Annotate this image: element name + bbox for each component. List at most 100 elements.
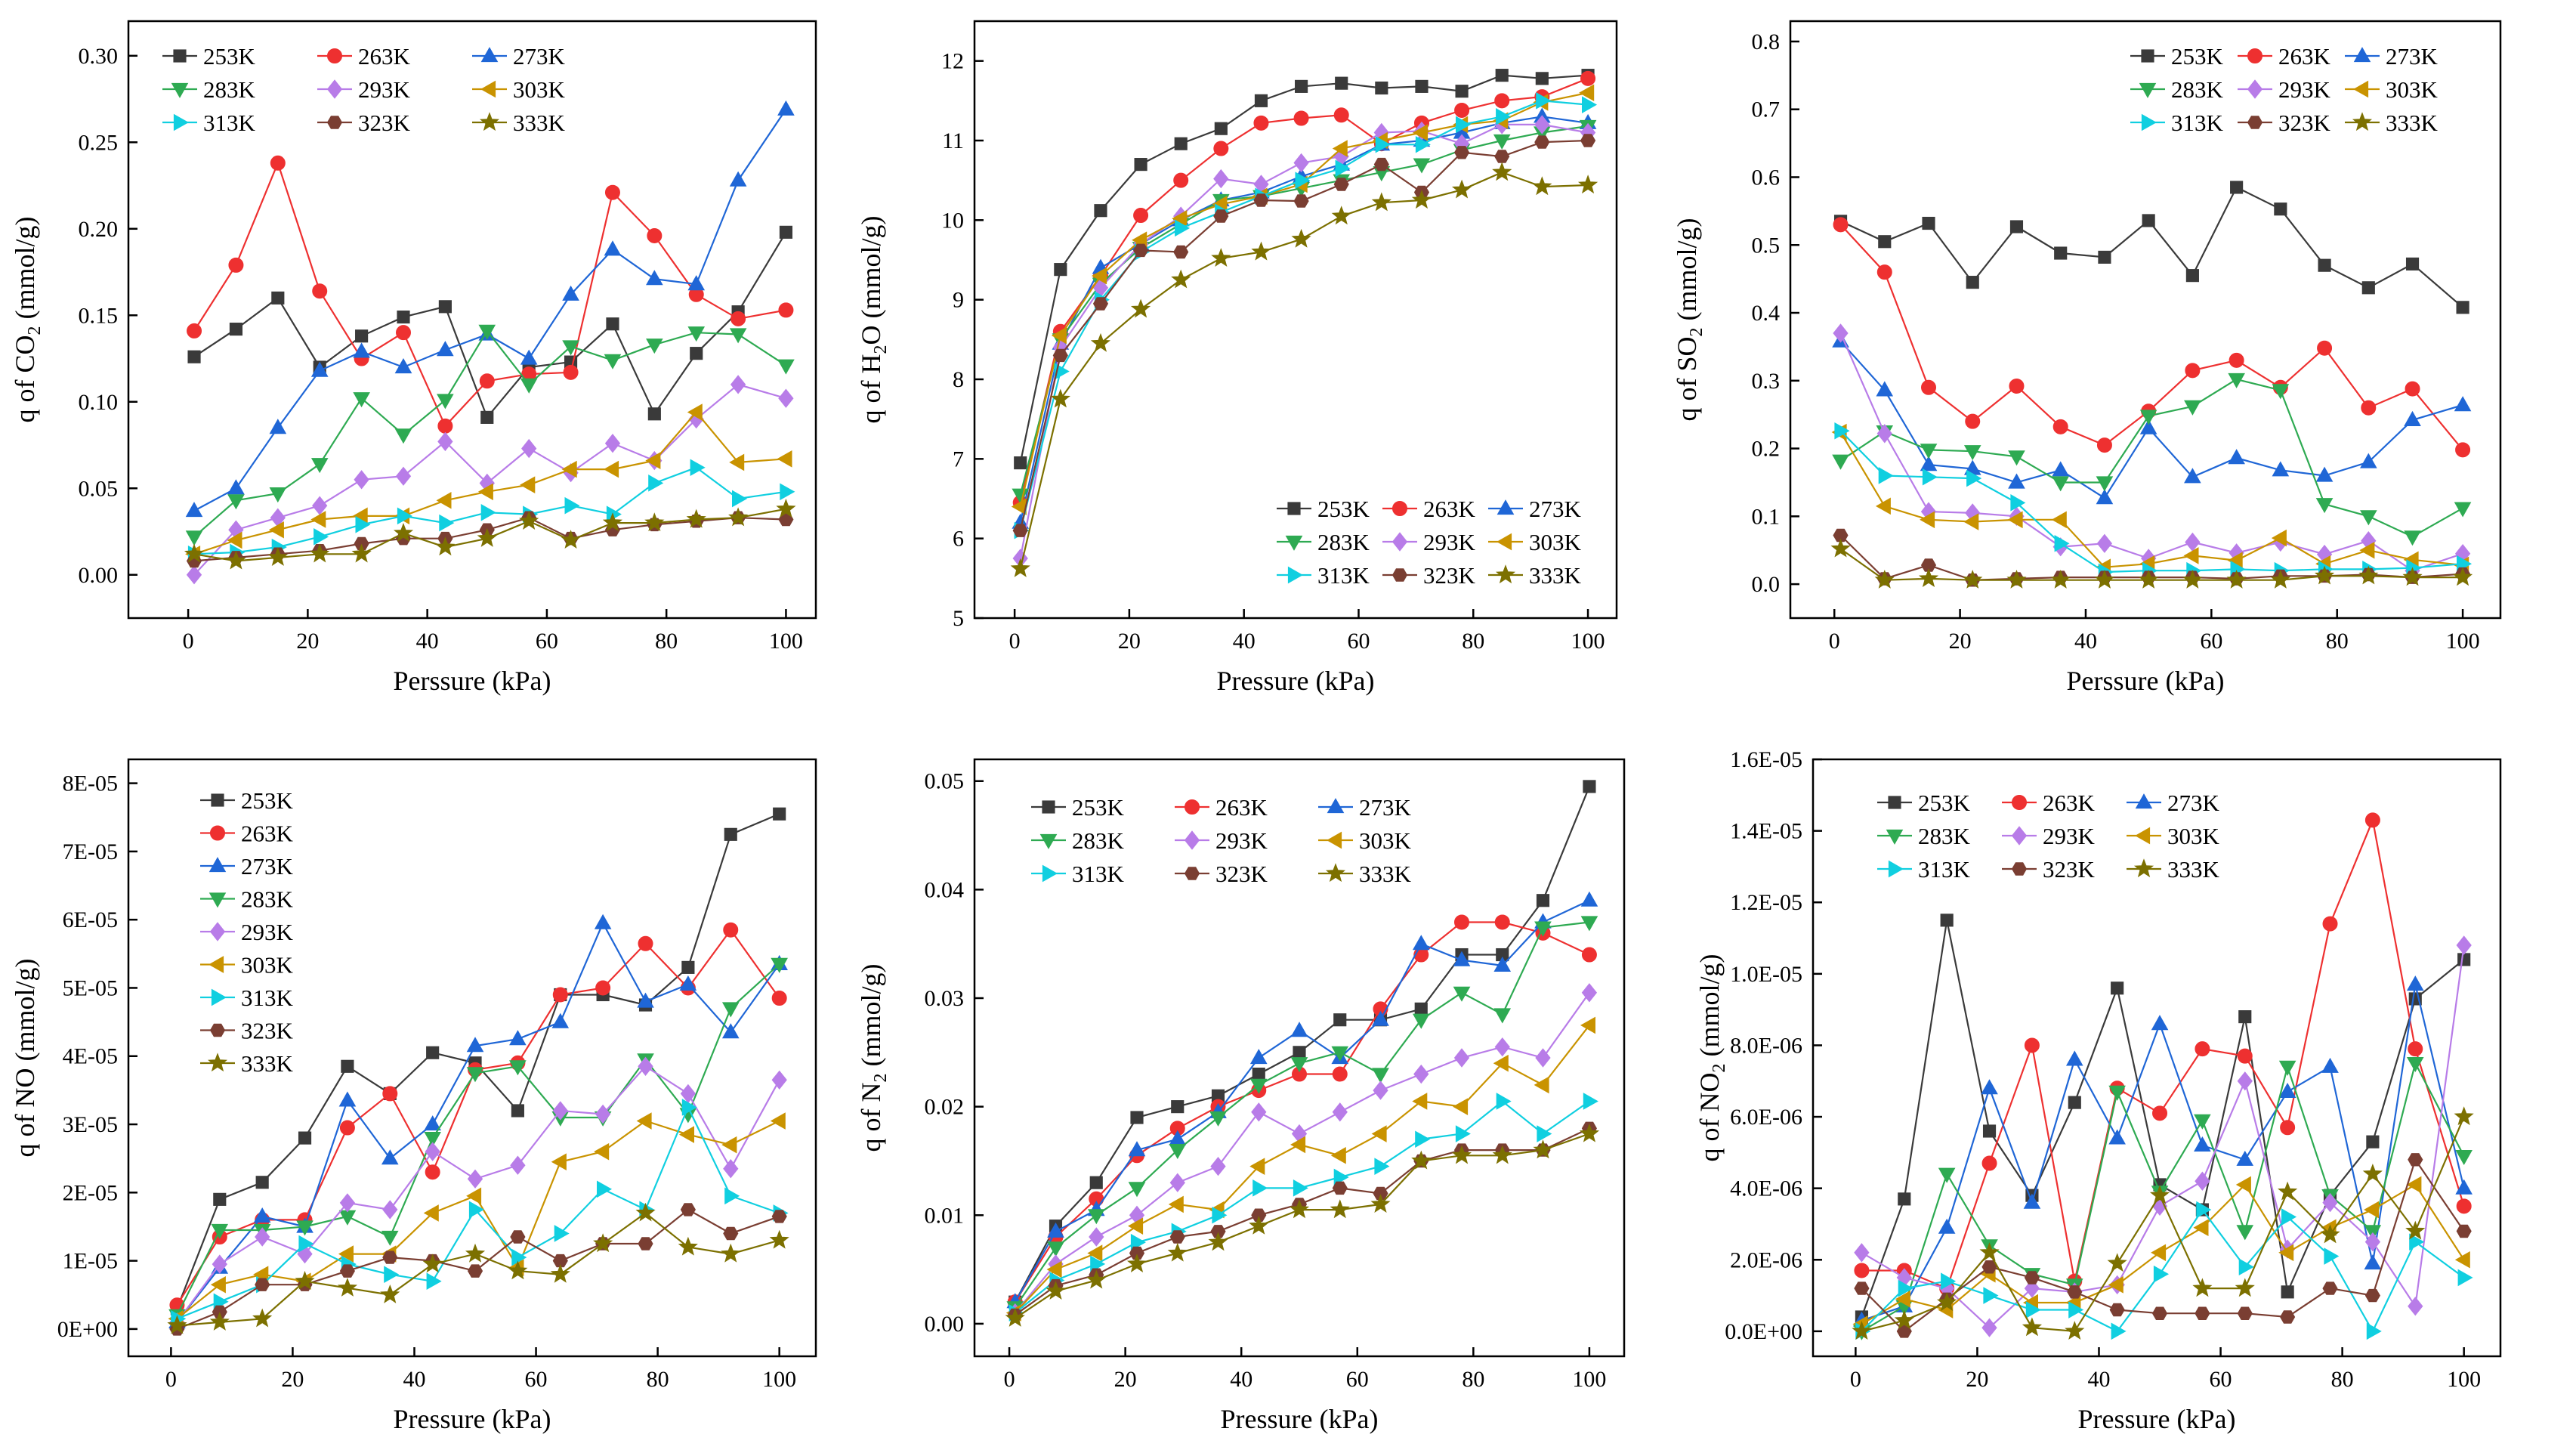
- data-point-253K: [2456, 301, 2469, 314]
- data-point-293K: [212, 1254, 227, 1274]
- legend-label: 273K: [2386, 43, 2439, 70]
- legend-item-333K: 333K: [472, 110, 566, 136]
- x-tick-label: 100: [1572, 1367, 1606, 1392]
- data-point-313K: [1583, 1093, 1598, 1110]
- legend-item-293K: 293K: [2238, 76, 2331, 103]
- data-point-313K: [1834, 422, 1850, 440]
- y-tick-label: 0.05: [925, 769, 965, 794]
- data-point-273K: [2278, 1082, 2296, 1098]
- data-point-323K: [1210, 1225, 1226, 1238]
- data-point-273K: [2406, 975, 2424, 991]
- y-axis-label: q of N2 (mmol/g): [856, 964, 891, 1152]
- chart-no: 0 20 40 60 80 100 0E+00 1E-05 2E-05 3E-05 4E-05 5E-…: [10, 758, 817, 1434]
- legend-marker-283K: [1285, 535, 1303, 551]
- data-point-283K: [2272, 384, 2290, 400]
- legend-marker-293K: [209, 922, 226, 941]
- y-tick-label: 1.4E-05: [1730, 819, 1802, 844]
- legend-label: 283K: [241, 886, 294, 913]
- data-point-333K: [678, 1236, 698, 1256]
- data-point-273K: [2364, 1254, 2382, 1270]
- data-point-253K: [1375, 81, 1388, 95]
- data-point-253K: [438, 300, 452, 314]
- data-point-253K: [2068, 1096, 2081, 1109]
- data-point-323K: [552, 1254, 568, 1268]
- plot-frame: [127, 20, 817, 620]
- legend-item-303K: 303K: [200, 952, 294, 978]
- data-point-263K: [382, 1086, 398, 1102]
- data-point-313K: [355, 516, 371, 533]
- data-point-253K: [1455, 85, 1469, 98]
- legend-label: 273K: [1529, 496, 1582, 522]
- data-point-273K: [604, 240, 622, 256]
- data-point-333K: [1451, 1145, 1472, 1164]
- x-ticks: 0 20 40 60 80 100: [183, 609, 803, 654]
- data-point-333K: [728, 507, 749, 527]
- data-point-313K: [1941, 1272, 1957, 1290]
- data-point-253K: [1940, 914, 1954, 927]
- series-273K: [1006, 891, 1598, 1309]
- data-point-253K: [1535, 72, 1549, 85]
- data-point-253K: [1415, 79, 1429, 93]
- legend-label: 313K: [1072, 861, 1125, 887]
- data-point-323K: [1092, 297, 1109, 311]
- data-point-273K: [310, 361, 329, 377]
- legend-item-323K: 323K: [2238, 110, 2331, 136]
- data-point-263K: [604, 184, 620, 200]
- legend-item-273K: 273K: [200, 853, 294, 880]
- y-tick-label: 0.20: [79, 217, 119, 242]
- legend-item-323K: 323K: [1382, 562, 1476, 589]
- data-point-253K: [397, 310, 410, 324]
- data-point-283K: [509, 1060, 527, 1076]
- data-point-313K: [732, 490, 748, 508]
- data-point-263K: [2024, 1037, 2040, 1053]
- data-point-323K: [1129, 1246, 1145, 1260]
- series-293K: [169, 1056, 787, 1332]
- data-point-253K: [271, 291, 285, 305]
- data-point-283K: [2278, 1060, 2296, 1076]
- data-point-333K: [550, 1263, 570, 1283]
- data-point-263K: [270, 155, 286, 171]
- y-tick-label: 11: [942, 128, 964, 153]
- data-point-253K: [1094, 204, 1107, 218]
- x-tick-label: 40: [2074, 629, 2097, 654]
- data-point-253K: [2274, 202, 2287, 216]
- data-point-333K: [1451, 179, 1472, 199]
- legend-label: 263K: [1423, 496, 1476, 522]
- data-point-253K: [1335, 76, 1348, 90]
- data-point-253K: [1922, 216, 1935, 230]
- data-point-303K: [2278, 1244, 2294, 1262]
- data-point-303K: [561, 460, 577, 478]
- data-point-283K: [2108, 1085, 2126, 1101]
- data-point-273K: [1412, 935, 1430, 951]
- data-point-303K: [2271, 529, 2287, 547]
- data-point-263K: [1876, 264, 1892, 280]
- data-point-283K: [1832, 454, 1849, 470]
- y-axis-label: q of SO2 (mmol/g): [1672, 218, 1707, 422]
- data-point-253K: [511, 1104, 524, 1118]
- data-point-333K: [686, 509, 706, 528]
- data-point-273K: [562, 285, 579, 301]
- data-point-333K: [2182, 570, 2203, 589]
- data-point-323K: [2322, 1281, 2338, 1295]
- data-point-273K: [1493, 956, 1512, 972]
- data-point-323K: [2195, 1306, 2210, 1320]
- data-point-333K: [2050, 570, 2071, 589]
- data-point-303K: [636, 1112, 652, 1130]
- data-point-253K: [1982, 1124, 1997, 1138]
- y-tick-label: 0.2: [1752, 437, 1781, 462]
- data-point-293K: [2322, 1192, 2338, 1213]
- data-point-333K: [1208, 1232, 1228, 1251]
- data-point-283K: [2360, 510, 2377, 526]
- data-point-333K: [1577, 175, 1598, 194]
- data-point-283K: [381, 1230, 399, 1246]
- data-point-313K: [2025, 1301, 2041, 1319]
- data-point-313K: [564, 496, 580, 515]
- y-tick-label: 0.04: [925, 877, 965, 902]
- y-tick-label: 0.05: [79, 476, 119, 501]
- legend-marker-273K: [1327, 798, 1345, 814]
- legend-label: 253K: [2171, 43, 2224, 70]
- legend-marker-303K: [1327, 831, 1342, 849]
- legend-label: 323K: [358, 110, 411, 136]
- data-point-303K: [721, 1136, 737, 1154]
- data-point-253K: [1214, 122, 1228, 135]
